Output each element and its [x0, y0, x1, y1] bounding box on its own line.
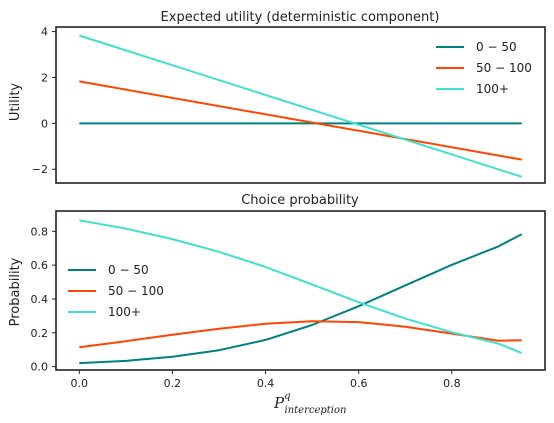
bottom-chart-title: Choice probability — [241, 193, 359, 208]
top-legend: 0 − 50 50 − 100 100+ — [436, 40, 532, 96]
top-plot-area: 4 2 0 −2 — [32, 26, 523, 178]
bottom-series-line-0 — [79, 233, 523, 365]
top-y-tick-label: 4 — [41, 26, 48, 39]
bottom-y-tick-label: 0.0 — [31, 361, 49, 374]
x-tick-label: 0.2 — [164, 377, 182, 390]
top-legend-label-0: 0 − 50 — [476, 40, 517, 54]
bottom-legend-label-1: 50 − 100 — [108, 284, 164, 298]
top-y-axis-label: Utility — [8, 83, 23, 122]
bottom-legend-label-0: 0 − 50 — [108, 263, 149, 277]
x-tick-label: 0.6 — [350, 377, 368, 390]
x-axis-label-main: P — [273, 394, 285, 412]
x-axis-label-superscript: q — [284, 391, 290, 402]
bottom-series-line-1 — [79, 320, 522, 349]
top-legend-label-1: 50 − 100 — [476, 61, 532, 75]
bottom-y-tick-label: 0.6 — [31, 259, 49, 272]
bottom-y-tick-label: 0.4 — [31, 293, 49, 306]
top-chart-title: Expected utility (deterministic componen… — [161, 10, 440, 25]
x-axis-label: Pq interception — [273, 391, 346, 416]
x-axis-label-subscript: interception — [285, 405, 347, 416]
top-y-tick-label: 2 — [41, 71, 48, 84]
top-y-tick-label: 0 — [41, 117, 48, 130]
x-tick-label: 0.0 — [71, 377, 89, 390]
bottom-y-tick-label: 0.8 — [31, 225, 49, 238]
bottom-legend: 0 − 50 50 − 100 100+ — [68, 263, 164, 319]
bottom-legend-label-2: 100+ — [108, 305, 141, 319]
bottom-series-line-2 — [79, 219, 523, 355]
bottom-plot-frame — [55, 210, 546, 371]
top-series-line-1 — [79, 80, 522, 161]
x-tick-labels: 0.0 0.2 0.4 0.6 0.8 — [71, 370, 461, 390]
top-plot-frame — [55, 26, 546, 184]
x-tick-label: 0.8 — [443, 377, 461, 390]
bottom-plot-area: 0.0 0.2 0.4 0.6 0.8 — [31, 219, 523, 374]
top-series-line-2 — [78, 34, 523, 178]
bottom-y-axis-label: Probability — [8, 257, 23, 326]
x-tick-label: 0.4 — [257, 377, 275, 390]
top-y-tick-label: −2 — [32, 163, 48, 176]
top-legend-label-2: 100+ — [476, 82, 509, 96]
bottom-y-tick-label: 0.2 — [31, 327, 49, 340]
